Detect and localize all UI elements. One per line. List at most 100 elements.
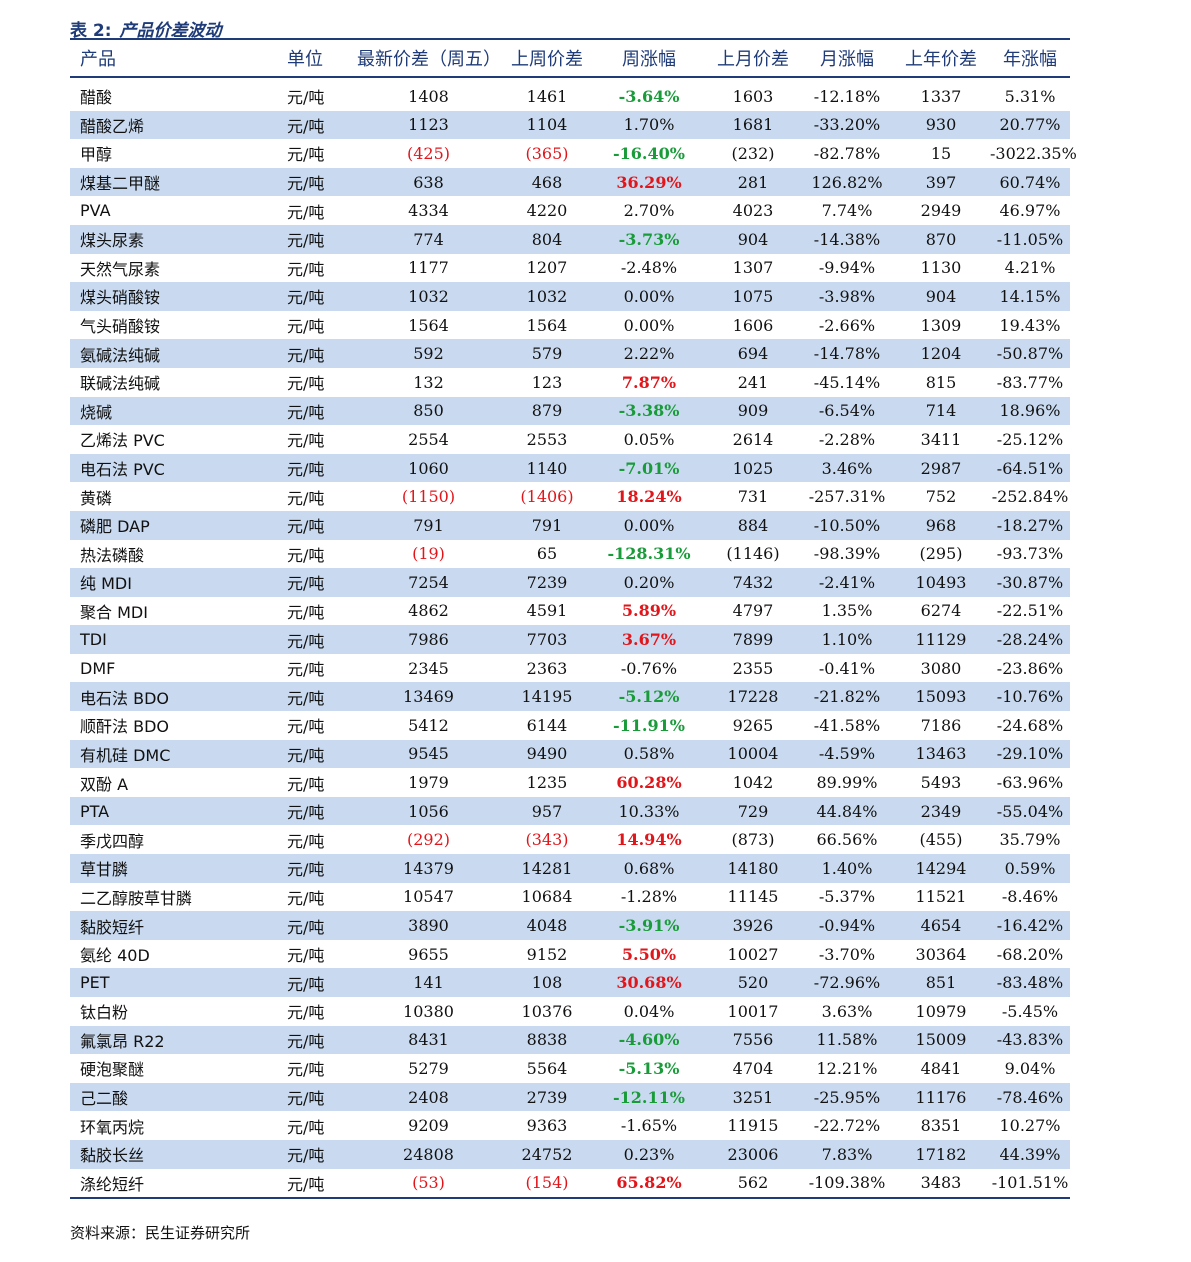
table-cell: 241 xyxy=(737,372,769,392)
table-row: 电石法 PVC 元/吨 1060 1140 -7.01% 1025 3.46% 2987 -64… xyxy=(70,453,1070,483)
table-cell: 14281 xyxy=(500,854,594,883)
table-cell: -0.41% xyxy=(818,658,876,678)
table-cell: 694 xyxy=(704,339,802,368)
table-cell: 10.27% xyxy=(999,1116,1061,1136)
table-cell: (873) xyxy=(731,830,775,850)
table-cell: 煤头硝酸铵 xyxy=(70,282,277,311)
table-cell: 2.70% xyxy=(623,201,675,221)
col-header-latest: 最新价差（周五） xyxy=(357,38,501,78)
table-cell: 元/吨 xyxy=(287,774,325,794)
col-header-last-year: 上年价差 xyxy=(892,38,990,78)
table-cell: 957 xyxy=(500,796,594,826)
table-cell: 元/吨 xyxy=(277,510,357,540)
table-body: 醋酸 元/吨 1408 1461 -3.64% 1603 -12.18% 1337 5.31% 醋… xyxy=(70,77,1077,1200)
table-cell: 30.68% xyxy=(594,968,704,997)
table-cell: -23.86% xyxy=(996,658,1064,678)
table-row: 有机硅 DMC 元/吨 9545 9490 0.58% 10004 -4.59% 13463-… xyxy=(70,739,1070,769)
table-cell: 气头硝酸铵 xyxy=(80,317,161,337)
table-cell: 黏胶长丝 xyxy=(70,1139,277,1169)
table-cell: 17182 xyxy=(892,1139,990,1169)
table-cell: 4704 xyxy=(732,1058,774,1078)
table-cell: 3411 xyxy=(920,429,962,449)
table-row: 二乙醇胺草甘膦 元/吨 10547 10684 -1.28% 11145 -5.37% 115… xyxy=(70,883,1070,912)
header-row: 产品 单位 最新价差（周五） 上周价差 周涨幅 上月价差 月涨幅 上年价差 年涨… xyxy=(70,38,1070,78)
table-cell: -2.66% xyxy=(818,315,876,335)
table-cell: -12.18% xyxy=(813,86,881,106)
table-cell: -5.37% xyxy=(818,887,876,907)
table-cell: -6.54% xyxy=(802,396,892,426)
table-cell: 1177 xyxy=(408,258,449,278)
table-cell: 元/吨 xyxy=(277,224,357,254)
table-cell: 904 xyxy=(704,224,802,254)
table-cell: 1042 xyxy=(732,773,774,793)
table-cell: 元/吨 xyxy=(287,1003,325,1023)
table-cell: -4.60% xyxy=(594,1025,704,1055)
table-cell: 9490 xyxy=(500,739,594,769)
table-cell: 15009 xyxy=(892,1025,990,1055)
table-cell: -68.20% xyxy=(996,944,1064,964)
table-cell: 909 xyxy=(704,396,802,426)
table-cell: 7186 xyxy=(920,715,962,735)
table-row: 季戊四醇 元/吨 (292) (343) 14.94% (873) 66.56% (455) 3… xyxy=(70,825,1070,854)
table-cell: 10380 xyxy=(403,1001,454,1021)
table-cell: 元/吨 xyxy=(277,1168,357,1200)
table-cell: -0.94% xyxy=(802,911,892,940)
table-cell: 元/吨 xyxy=(277,1025,357,1055)
table-cell: (455) xyxy=(919,830,963,850)
table-cell: 19.43% xyxy=(999,315,1061,335)
table-cell: 520 xyxy=(704,968,802,997)
table-cell: -16.40% xyxy=(613,143,685,163)
table-cell: 元/吨 xyxy=(287,602,325,622)
table-cell: 元/吨 xyxy=(277,682,357,712)
table-cell: 季戊四醇 xyxy=(80,831,145,851)
table-cell: 638 xyxy=(357,167,500,197)
table-row: 煤头尿素 元/吨 774 804 -3.73% 904 -14.38% 870 -11.05% xyxy=(70,224,1070,254)
table-cell: 1564 xyxy=(526,315,568,335)
table-cell: 乙烯法 PVC xyxy=(80,431,165,451)
table-cell: -24.68% xyxy=(996,715,1064,735)
table-cell: 9655 xyxy=(408,944,449,964)
table-cell: 元/吨 xyxy=(287,717,325,737)
table-cell: 1075 xyxy=(704,282,802,311)
table-cell: 9265 xyxy=(732,715,774,735)
table-cell: 5.31% xyxy=(1004,86,1056,106)
table-cell: 281 xyxy=(704,167,802,197)
table-cell: 2553 xyxy=(526,429,568,449)
table-cell: 醋酸乙烯 xyxy=(70,110,277,140)
table-cell: 3251 xyxy=(704,1082,802,1112)
table-cell: -83.48% xyxy=(990,968,1070,997)
table-cell: -257.31% xyxy=(808,487,886,507)
table-cell: -98.39% xyxy=(813,544,881,564)
table-cell: 10.33% xyxy=(594,796,704,826)
table-cell: (232) xyxy=(731,143,775,163)
table-cell: 1.10% xyxy=(802,625,892,654)
table-cell: 1207 xyxy=(526,258,568,278)
table-cell: 1235 xyxy=(526,773,568,793)
table-row: 氨纶 40D 元/吨 9655 9152 5.50% 10027 -3.70% 30364 -6… xyxy=(70,940,1070,969)
table-cell: 3080 xyxy=(920,658,962,678)
table-cell: -11.91% xyxy=(613,715,685,735)
table-cell: 7.74% xyxy=(821,201,873,221)
table-cell: 有机硅 DMC xyxy=(70,739,277,769)
table-cell: 18.24% xyxy=(616,487,682,507)
table-row: 电石法 BDO 元/吨 13469 14195 -5.12% 17228 -21.82% 15… xyxy=(70,682,1070,712)
table-cell: 774 xyxy=(357,224,500,254)
table-row: 甲醇 元/吨 (425) (365) -16.40% (232) -82.78% 15 -302… xyxy=(70,139,1077,168)
table-row: 黏胶短纤 元/吨 3890 4048 -3.91% 3926 -0.94% 4654 -16.4… xyxy=(70,911,1070,940)
table-cell: -2.28% xyxy=(818,429,876,449)
table-cell: 141 xyxy=(357,968,500,997)
table-cell: 10979 xyxy=(915,1001,967,1021)
table-cell: 4862 xyxy=(408,601,449,621)
table-cell: -2.48% xyxy=(620,258,678,278)
table-cell: 9209 xyxy=(408,1116,449,1136)
table-cell: -25.12% xyxy=(996,429,1064,449)
table-cell: 904 xyxy=(892,282,990,311)
table-cell: 752 xyxy=(925,487,957,507)
table-row: 顺酐法 BDO 元/吨 5412 6144 -11.91% 9265 -41.58% 7186… xyxy=(70,711,1070,740)
table-cell: 18.96% xyxy=(990,396,1070,426)
table-cell: 元/吨 xyxy=(287,374,325,394)
table-cell: 2949 xyxy=(920,201,962,221)
table-cell: 7.87% xyxy=(621,372,677,392)
table-cell: 815 xyxy=(925,372,957,392)
table-cell: 0.59% xyxy=(990,854,1070,883)
